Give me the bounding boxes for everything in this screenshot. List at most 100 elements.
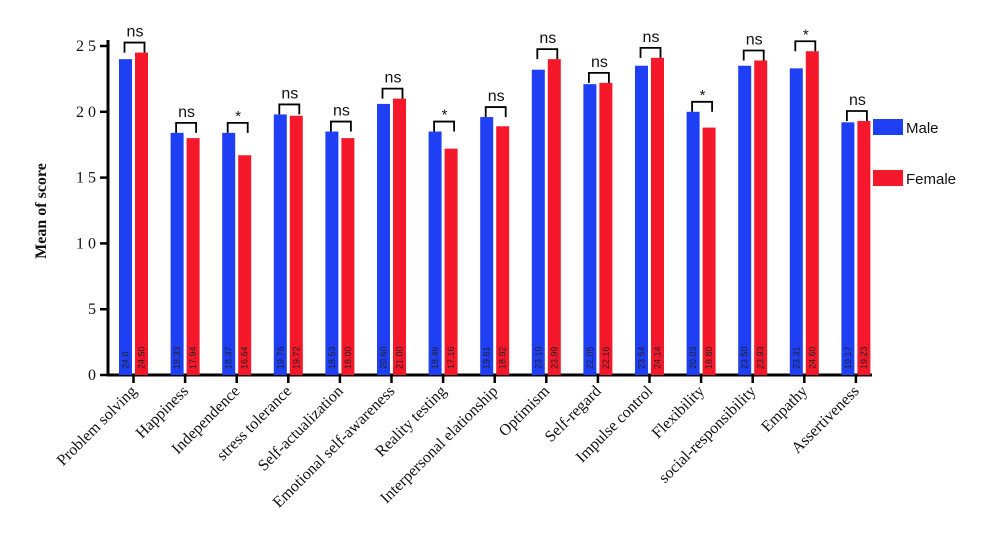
y-axis-title-group: Mean of score	[33, 163, 50, 259]
data-label-male: 19.61	[482, 346, 492, 369]
data-label-female: 19.23	[859, 346, 869, 369]
significance-bracket	[742, 49, 765, 61]
significance-label: ns	[746, 31, 763, 48]
data-label-male: 18.33	[172, 346, 182, 369]
legend-label-female: Female	[906, 171, 956, 188]
bar-female	[496, 126, 510, 375]
legend-label-male: Male	[906, 120, 939, 137]
significance-label: ns	[385, 70, 402, 87]
bar-male	[686, 111, 700, 376]
data-label-female: 22.16	[601, 346, 611, 369]
x-category-label: Empathy	[758, 383, 811, 436]
significance-bracket	[433, 120, 455, 132]
data-label-female: 18.00	[343, 346, 353, 369]
bar-male	[531, 69, 545, 376]
bar-male	[119, 59, 132, 375]
significance-label: ns	[333, 103, 350, 120]
bar-male	[325, 131, 339, 375]
bar-male	[480, 117, 494, 376]
data-label-male: 22.05	[585, 346, 595, 369]
x-category-label: social-responsibility	[656, 383, 760, 487]
significance-bracket	[536, 48, 559, 60]
bar-female	[651, 57, 664, 376]
significance-label: ns	[281, 85, 298, 102]
y-tick-label: 5	[88, 301, 96, 318]
bar-male	[583, 84, 597, 375]
y-tick-label: 0	[88, 367, 96, 384]
data-label-male: 18.53	[327, 346, 337, 369]
significance-bracket	[639, 46, 662, 58]
data-label-female: 23.99	[549, 346, 559, 369]
data-label-male: 20.60	[379, 346, 389, 369]
significance-bracket	[330, 120, 352, 132]
legend-swatch-male	[873, 119, 903, 135]
data-label-female: 18.80	[704, 346, 714, 369]
bar-male	[428, 131, 442, 375]
legend: Male Female	[873, 119, 956, 188]
bar-female	[238, 155, 252, 375]
bar-female	[599, 82, 613, 376]
data-label-male: 18.46	[430, 346, 440, 369]
significance-bracket	[381, 87, 404, 99]
significance-bracket	[278, 103, 301, 115]
bar-male	[222, 132, 236, 375]
bar-female	[857, 121, 871, 376]
data-label-male: 23.10	[533, 346, 543, 369]
significance-label: ns	[849, 92, 866, 109]
significance-label: *	[235, 108, 241, 125]
significance-label: ns	[643, 29, 660, 46]
data-label-female: 19.72	[291, 346, 301, 369]
significance-bracket	[175, 121, 197, 133]
data-label-female: 24.60	[807, 346, 817, 369]
y-axis-title: Mean of score	[33, 163, 50, 259]
data-label-female: 18.92	[498, 346, 508, 369]
bar-female	[702, 127, 716, 375]
bar-male	[789, 68, 803, 375]
data-label-female: 21.00	[395, 346, 405, 369]
significance-label: ns	[127, 24, 144, 41]
bar-male	[170, 132, 184, 375]
bar-female	[186, 138, 200, 375]
data-label-male: 23.50	[740, 346, 750, 369]
data-label-female: 17.16	[446, 346, 456, 369]
x-category-label: Problem solving	[54, 383, 141, 470]
significance-bracket	[846, 110, 868, 122]
significance-label: ns	[488, 88, 505, 105]
data-labels: 24.0 24.50 18.33 17.94 18.37 16.64 19.76 19.72 1…	[121, 346, 869, 369]
significance-label: *	[442, 107, 448, 124]
data-label-male: 24.0	[121, 351, 131, 369]
significance-bracket	[484, 106, 507, 118]
significance-bracket	[226, 121, 249, 133]
significance-label: *	[700, 87, 706, 104]
significance-label: ns	[591, 54, 608, 71]
data-label-male: 19.76	[275, 346, 285, 369]
data-label-male: 23.31	[791, 346, 801, 369]
significance-annotations: ns ns * ns ns ns * ns ns ns ns * ns * ns	[123, 24, 868, 133]
bar-male	[738, 65, 752, 376]
y-tick-label: 2 5	[76, 38, 96, 55]
significance-label: *	[803, 26, 809, 43]
bar-female	[547, 59, 561, 375]
data-label-female: 17.94	[188, 346, 198, 369]
significance-bracket	[691, 100, 713, 112]
bar-female	[341, 138, 355, 375]
bar-male	[273, 114, 287, 375]
y-tick-label: 2 0	[76, 104, 96, 121]
bar-female	[393, 98, 406, 375]
data-label-male: 23.54	[637, 346, 647, 369]
data-label-female: 16.64	[240, 346, 250, 369]
significance-label: ns	[539, 30, 556, 47]
significance-bracket	[794, 40, 817, 52]
bar-male	[635, 65, 648, 376]
bar-female	[135, 52, 148, 376]
data-label-male: 20.03	[688, 346, 698, 369]
bar-female	[805, 51, 819, 375]
data-label-female: 24.14	[653, 346, 663, 369]
significance-label: ns	[178, 104, 195, 121]
bar-female	[444, 148, 458, 375]
y-tick-label: 1 5	[76, 170, 96, 187]
y-tick-label: 1 0	[76, 235, 96, 252]
data-label-male: 18.37	[224, 346, 234, 369]
bar-male	[841, 122, 855, 375]
